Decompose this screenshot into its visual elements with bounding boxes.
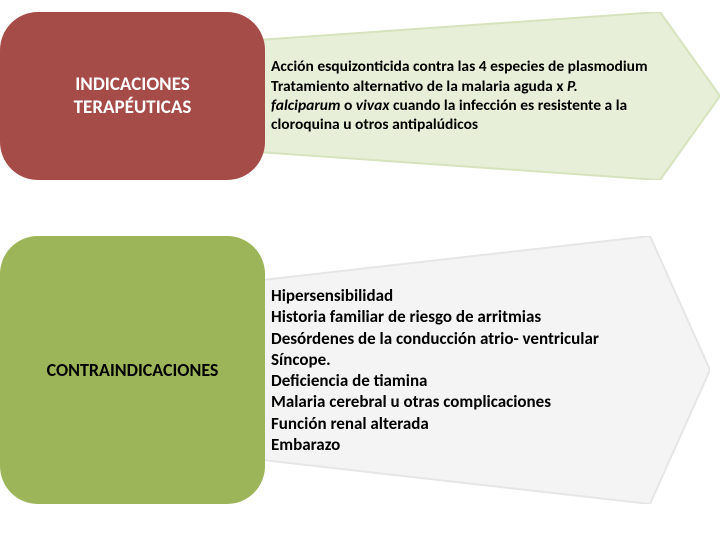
- arrow-shape: Acción esquizonticida contra las 4 espec…: [225, 12, 720, 180]
- bullet-item: Embarazo: [255, 434, 599, 455]
- bullet-item: Malaria cerebral u otras complicaciones: [255, 391, 599, 412]
- bullet-item: Función renal alterada: [255, 413, 599, 434]
- bullet-item: Hipersensibilidad: [255, 285, 599, 306]
- bullet-item: Síncope.: [255, 349, 599, 370]
- bullet-item: Acción esquizonticida contra las 4 espec…: [255, 57, 650, 76]
- category-label-box: CONTRAINDICACIONES: [0, 236, 265, 504]
- bullet-item: Desórdenes de la conducción atrio- ventr…: [255, 328, 599, 349]
- info-row: HipersensibilidadHistoria familiar de ri…: [0, 236, 720, 504]
- bullet-item: Historia familiar de riesgo de arritmias: [255, 306, 599, 327]
- bullet-list: Acción esquizonticida contra las 4 espec…: [255, 57, 650, 135]
- category-label: CONTRAINDICACIONES: [29, 359, 237, 381]
- bullet-list: HipersensibilidadHistoria familiar de ri…: [255, 285, 599, 455]
- category-label-box: INDICACIONES TERAPÉUTICAS: [0, 12, 265, 180]
- category-label: INDICACIONES TERAPÉUTICAS: [0, 73, 265, 119]
- info-row: Acción esquizonticida contra las 4 espec…: [0, 12, 720, 180]
- bullet-item: Deficiencia de tiamina: [255, 370, 599, 391]
- arrow-shape: HipersensibilidadHistoria familiar de ri…: [225, 236, 710, 504]
- bullet-item: Tratamiento alternativo de la malaria ag…: [255, 77, 650, 135]
